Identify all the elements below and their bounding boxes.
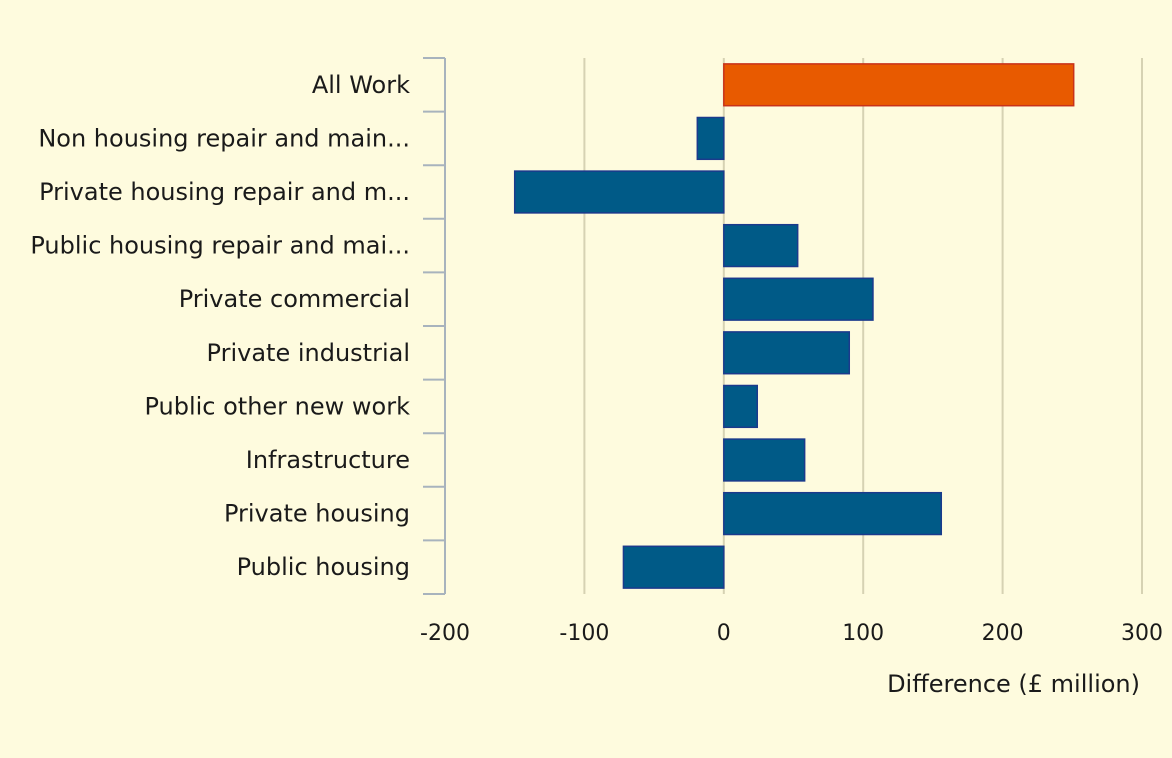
category-label: Private housing repair and m... (39, 178, 410, 206)
bar-non-housing-repair-and-main (696, 116, 725, 161)
category-label: Private industrial (207, 339, 410, 367)
category-label: All Work (312, 71, 410, 99)
bar-infrastructure (723, 438, 806, 482)
category-label: Public other new work (144, 392, 410, 420)
x-tick-label: -200 (420, 621, 470, 646)
bars (513, 63, 1075, 589)
x-tick-label: -100 (559, 621, 609, 646)
bar-private-industrial (723, 331, 851, 375)
bar-public-housing (622, 545, 725, 589)
bar-public-housing-repair-and-mai (723, 223, 799, 268)
category-labels: All Work Non housing repair and main... Pr… (30, 71, 410, 581)
category-label: Public housing (237, 553, 410, 581)
bar-private-housing-repair-and-m (513, 170, 725, 214)
bar-private-commercial (723, 277, 874, 321)
x-tick-label: 300 (1121, 621, 1163, 646)
x-tick-labels: -200 -100 0 100 200 300 (420, 621, 1163, 646)
category-label: Private housing (224, 500, 410, 528)
bar-all-work (723, 63, 1075, 107)
y-axis (423, 57, 446, 595)
x-tick-label: 200 (982, 621, 1024, 646)
category-label: Public housing repair and mai... (30, 232, 410, 260)
bar-private-housing (723, 491, 943, 536)
bar-public-other-new-work (723, 384, 759, 429)
category-label: Non housing repair and main... (38, 124, 410, 152)
x-tick-label: 100 (842, 621, 884, 646)
x-tick-label: 0 (717, 621, 731, 646)
category-label: Private commercial (179, 285, 410, 313)
x-axis-title: Difference (£ million) (887, 670, 1140, 698)
category-label: Infrastructure (246, 446, 410, 474)
